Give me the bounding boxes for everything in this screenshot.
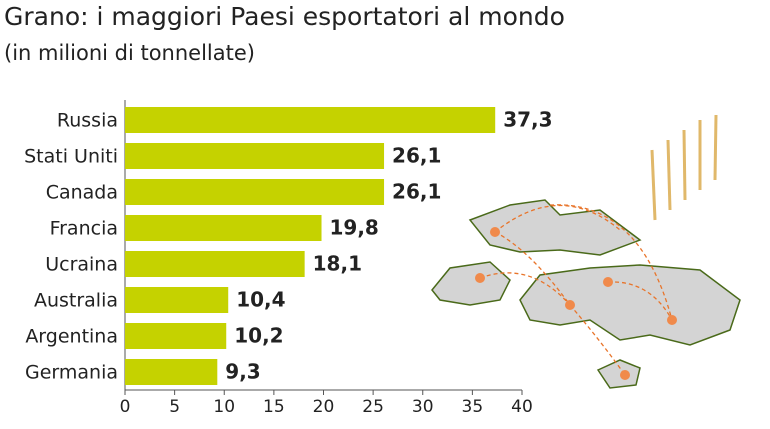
x-tick-label: 35: [462, 397, 484, 417]
y-tick-label: Canada: [46, 182, 118, 204]
y-tick-label: Germania: [25, 362, 118, 384]
x-tick-label: 5: [169, 397, 180, 417]
bar: [125, 107, 496, 133]
value-label: 10,4: [236, 288, 285, 312]
y-tick-label: Francia: [50, 218, 118, 240]
x-tick-label: 15: [263, 397, 285, 417]
bar: [125, 287, 229, 313]
bar: [125, 179, 385, 205]
value-label: 18,1: [313, 252, 362, 276]
trade-routes: [479, 204, 673, 376]
wheat-illustration: [650, 114, 718, 221]
value-label: 10,2: [234, 324, 283, 348]
x-tick-label: 30: [412, 397, 434, 417]
value-label: 26,1: [392, 144, 441, 168]
value-label: 26,1: [392, 180, 441, 204]
bar: [125, 251, 305, 277]
value-label: 37,3: [503, 108, 552, 132]
x-tick-label: 10: [213, 397, 235, 417]
y-tick-label: Russia: [57, 110, 118, 132]
chart-subtitle: (in milioni di tonnellate): [4, 41, 255, 65]
bar: [125, 143, 385, 169]
chart-title: Grano: i maggiori Paesi esportatori al m…: [4, 2, 565, 31]
y-tick-label: Ucraina: [45, 254, 118, 276]
x-tick-label: 25: [362, 397, 384, 417]
bar: [125, 323, 227, 349]
y-tick-label: Argentina: [25, 326, 118, 348]
y-tick-label: Stati Uniti: [24, 146, 118, 168]
bar: [125, 215, 322, 241]
x-tick-label: 20: [313, 397, 335, 417]
value-label: 19,8: [330, 216, 379, 240]
y-tick-label: Australia: [34, 290, 118, 312]
value-label: 9,3: [225, 360, 260, 384]
map-illustration: [431, 199, 741, 389]
export-points: [475, 227, 677, 380]
x-tick-label: 0: [120, 397, 131, 417]
x-tick-label: 40: [511, 397, 533, 417]
bar: [125, 359, 218, 385]
